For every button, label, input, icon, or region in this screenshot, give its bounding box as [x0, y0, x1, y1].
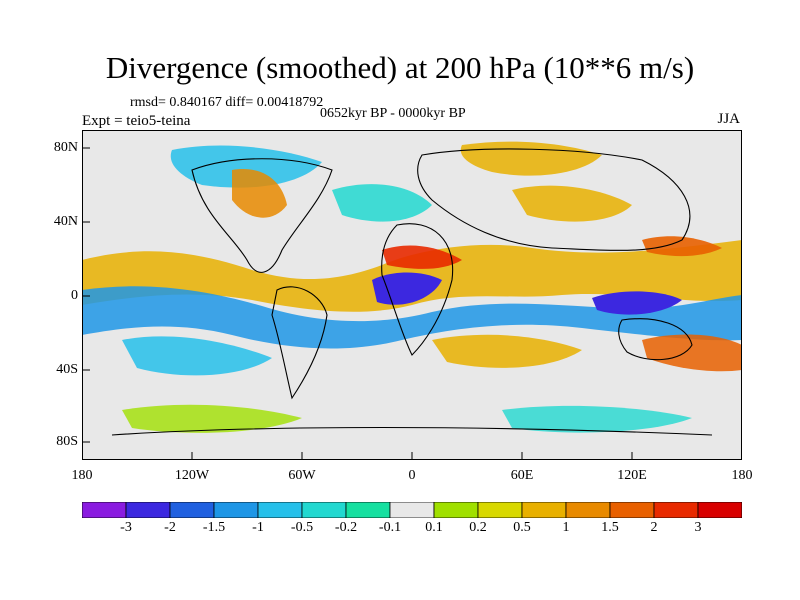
colorbar-swatch	[697, 502, 742, 518]
field-shading	[82, 141, 742, 433]
colorbar-tick-label: -1	[252, 520, 264, 535]
colorbar-swatch	[477, 502, 523, 518]
map-title: Divergence (smoothed) at 200 hPa (10**6 …	[105, 50, 695, 85]
colorbar-tick-label: -0.2	[334, 520, 358, 535]
colorbar-swatch	[653, 502, 699, 518]
lon-tick-label: 180	[731, 468, 753, 483]
lon-tick-label: 120E	[617, 468, 647, 483]
colorbar-swatch	[213, 502, 259, 518]
period-label: 0652kyr BP - 0000kyr BP	[320, 106, 466, 121]
colorbar-tick-label: -1.5	[202, 520, 226, 535]
colorbar-tick-label: 1	[562, 520, 570, 535]
lon-tick-label: 180	[71, 468, 93, 483]
frame-ticks	[82, 147, 633, 460]
colorbar-swatch	[125, 502, 171, 518]
lat-tick-label: 40S	[56, 362, 78, 377]
lat-tick-label: 80S	[56, 434, 78, 449]
colorbar-tick-label: 0.1	[425, 520, 443, 535]
colorbar-swatch	[565, 502, 611, 518]
colorbar-tick-label: -3	[120, 520, 132, 535]
colorbar-swatch	[433, 502, 479, 518]
stats-text: rmsd= 0.840167 diff= 0.00418792	[130, 95, 324, 110]
colorbar-tick-label: -2	[164, 520, 176, 535]
experiment-label: Expt = teio5-teina	[82, 113, 191, 129]
colorbar-swatch	[389, 502, 435, 518]
lon-tick-label: 0	[408, 468, 416, 483]
colorbar-swatch	[82, 502, 127, 518]
lat-tick-label: 80N	[53, 140, 78, 155]
coastlines	[111, 148, 713, 436]
colorbar-swatch	[257, 502, 303, 518]
colorbar-tick-label: -0.1	[378, 520, 402, 535]
lon-tick-label: 120W	[174, 468, 210, 483]
colorbar-tick-label: 0.2	[469, 520, 487, 535]
lat-tick-label: 0	[71, 288, 78, 303]
colorbar-tick-label: 3	[694, 520, 702, 535]
colorbar-tick-label: 2	[650, 520, 658, 535]
colorbar-tick-label: 0.5	[513, 520, 531, 535]
colorbar-swatch	[345, 502, 391, 518]
colorbar	[82, 502, 742, 518]
colorbar-swatch	[521, 502, 567, 518]
colorbar-swatch	[169, 502, 215, 518]
colorbar-tick-label: -0.5	[290, 520, 314, 535]
season-label: JJA	[717, 111, 740, 127]
lat-tick-label: 40N	[53, 214, 78, 229]
lon-tick-label: 60E	[510, 468, 534, 483]
divergence-map	[82, 130, 742, 460]
lon-tick-label: 60W	[288, 468, 316, 483]
map-frame	[82, 130, 742, 460]
colorbar-swatch	[609, 502, 655, 518]
colorbar-tick-label: 1.5	[601, 520, 619, 535]
colorbar-swatch	[301, 502, 347, 518]
